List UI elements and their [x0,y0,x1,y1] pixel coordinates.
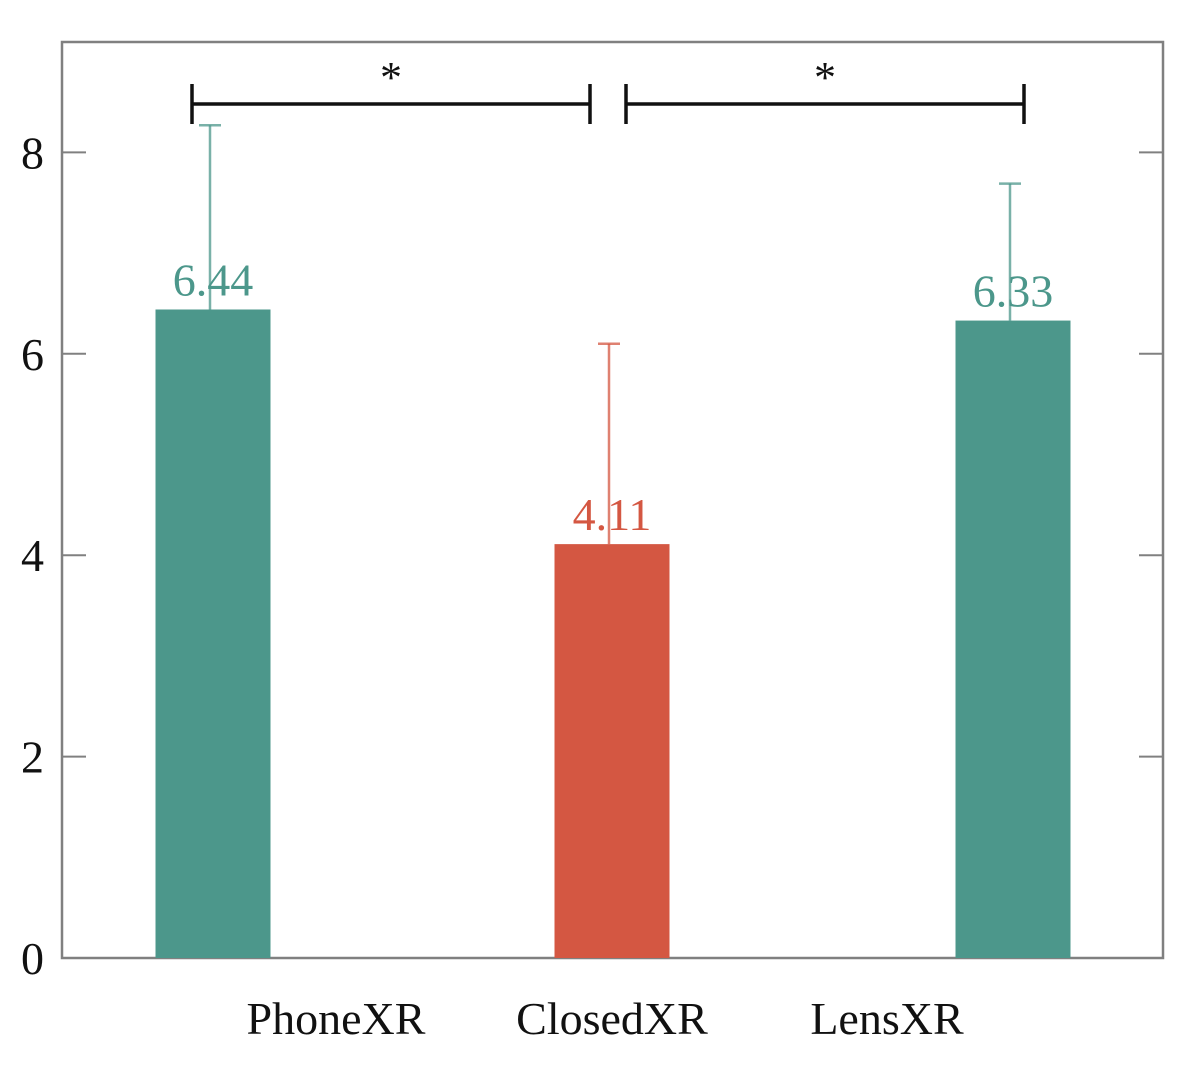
y-tick-label: 6 [21,329,44,380]
bar [155,309,271,958]
y-axis: 0 2 4 6 8 [21,127,1163,984]
bar [955,320,1071,959]
value-label: 6.44 [173,254,254,305]
value-label: 4.11 [573,489,652,540]
significance-group: * * [190,53,1026,124]
bars-group [155,309,1071,959]
y-tick-label: 4 [21,530,44,581]
x-tick-label: LensXR [810,993,964,1044]
y-tick-label: 2 [21,732,44,783]
y-tick-label: 0 [21,933,44,984]
x-tick-label: ClosedXR [516,993,708,1044]
bar [554,544,670,958]
x-tick-label: PhoneXR [247,993,426,1044]
x-axis: PhoneXR ClosedXR LensXR [247,993,964,1044]
value-label: 6.33 [973,266,1054,317]
significance-star: * [814,53,836,102]
significance-star: * [380,53,402,102]
error-bars-group [199,123,1021,545]
y-tick-label: 8 [21,127,44,178]
value-labels-group: 6.44 4.11 6.33 [173,254,1054,540]
